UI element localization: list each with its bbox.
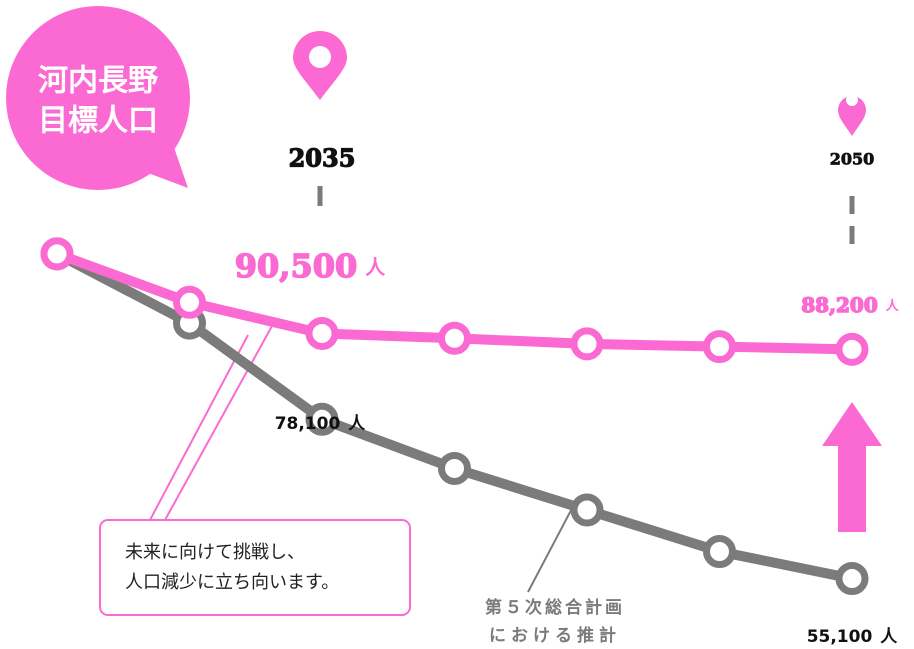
title-line: 河内長野 bbox=[38, 64, 158, 99]
value-label: 90,500 人 bbox=[235, 247, 386, 285]
title-bubble bbox=[6, 6, 190, 190]
callout bbox=[99, 325, 579, 616]
x-tick-label: 2050 bbox=[830, 150, 875, 169]
point bbox=[305, 316, 339, 350]
value-number: 55,100 bbox=[807, 627, 873, 647]
series-label: 人口減少に立ち向います。 bbox=[125, 572, 339, 593]
value-unit: 人 bbox=[348, 414, 366, 434]
value-label: 78,100 人 bbox=[275, 414, 367, 434]
point bbox=[438, 451, 471, 485]
point bbox=[173, 285, 206, 319]
value-label: 55,100 人 bbox=[807, 627, 899, 647]
value-label: 88,200 人 bbox=[801, 293, 900, 317]
value-unit: 人 bbox=[365, 255, 386, 279]
point bbox=[570, 327, 604, 361]
x-tick-label: 2035 bbox=[289, 144, 356, 173]
point bbox=[570, 493, 604, 527]
value-number: 78,100 bbox=[275, 414, 341, 434]
point bbox=[40, 237, 74, 271]
point bbox=[438, 321, 471, 355]
pin bbox=[293, 31, 866, 136]
point bbox=[835, 332, 869, 366]
value-unit: 人 bbox=[880, 627, 898, 647]
value-unit: 人 bbox=[886, 298, 900, 314]
dash bbox=[317, 186, 855, 244]
title-line: 目標人口 bbox=[38, 104, 158, 139]
series-label: における推計 bbox=[489, 625, 621, 646]
value-number: 88,200 bbox=[801, 293, 878, 317]
point bbox=[835, 562, 869, 596]
value-number: 90,500 bbox=[235, 247, 357, 285]
series-label: 第５次総合計画 bbox=[485, 597, 625, 618]
series-label: 未来に向けて挑戦し、 bbox=[125, 542, 305, 563]
point bbox=[305, 402, 339, 436]
point bbox=[703, 330, 736, 364]
point bbox=[703, 535, 736, 569]
up-arrow bbox=[822, 402, 882, 532]
